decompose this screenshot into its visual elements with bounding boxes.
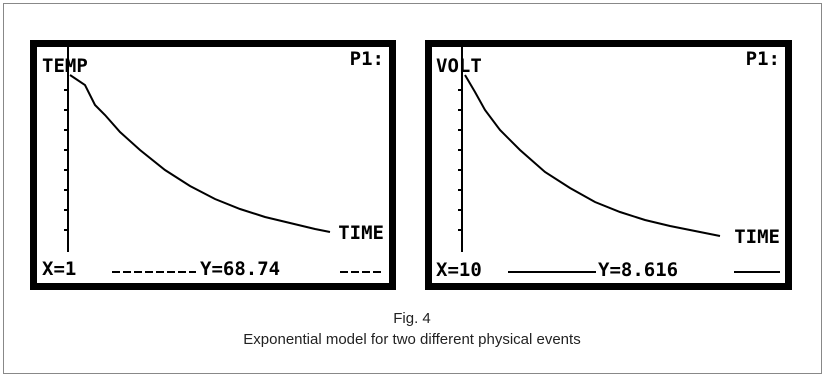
x-axis-label: TIME	[734, 226, 780, 248]
plot-indicator: P1:	[350, 48, 384, 70]
page: {"screens": [ {"y_label": "TEMP", "plot_…	[0, 0, 825, 377]
screen-display	[37, 47, 389, 283]
x-axis-label: TIME	[338, 222, 384, 244]
screen-display	[432, 47, 785, 283]
y-readout: Y=68.74	[200, 258, 280, 280]
y-axis-label: TEMP	[42, 55, 88, 77]
y-readout: Y=8.616	[598, 259, 678, 281]
x-readout: X=1	[42, 258, 76, 280]
calculator-screen: VOLT P1: TIME X=10 Y=8.616	[425, 40, 792, 290]
x-readout: X=10	[436, 259, 482, 281]
figure-number: Fig. 4	[393, 310, 431, 327]
y-axis-label: VOLT	[436, 55, 482, 77]
plot-indicator: P1:	[746, 48, 780, 70]
figure: TEMP P1: TIME X=1 Y=68.74 VOLT P1: TIME …	[0, 0, 825, 377]
calculator-screen: TEMP P1: TIME X=1 Y=68.74	[30, 40, 396, 290]
figure-caption: Exponential model for two different phys…	[243, 331, 580, 348]
